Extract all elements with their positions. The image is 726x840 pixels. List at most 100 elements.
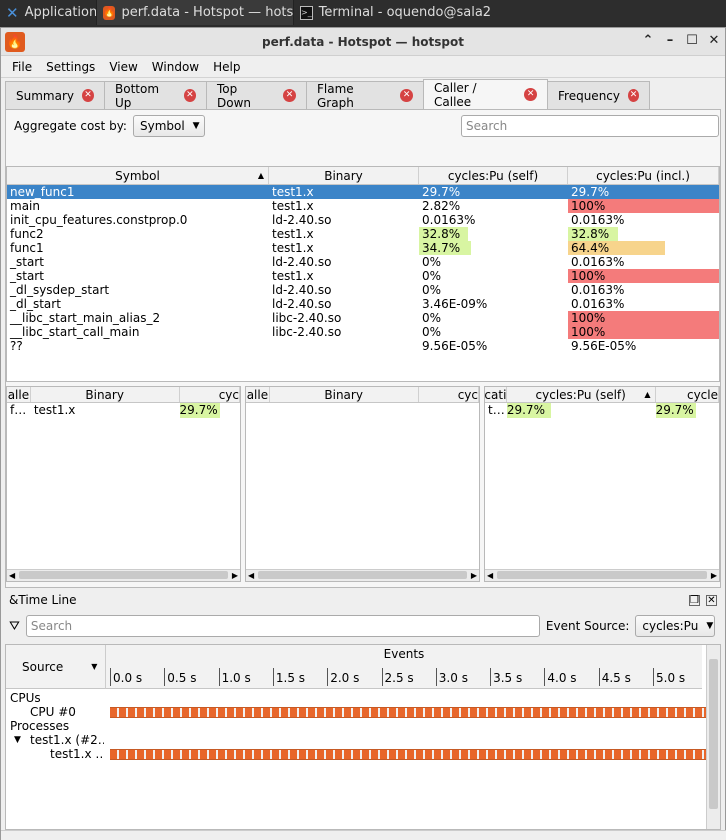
table-row[interactable]: _dl_sysdep_start ld-2.40.so 0% 0.0163% [7, 283, 719, 297]
menu-window[interactable]: Window [151, 59, 200, 74]
menu-settings[interactable]: Settings [46, 59, 96, 74]
hotspot-app-icon[interactable]: 🔥 [5, 32, 25, 52]
tab-close-icon[interactable]: ✕ [628, 89, 639, 102]
cell-incl: 100% [568, 311, 719, 325]
column-header-symbol[interactable]: Symbol ▲ [7, 167, 269, 184]
tab-bottom-up[interactable]: Bottom Up ✕ [104, 81, 207, 110]
cell-self: 0% [422, 311, 442, 325]
callees-pane: alle Binary cyc ◀ ▶ [245, 386, 480, 582]
tab-caller-callee[interactable]: Caller / Callee ✕ [423, 79, 548, 109]
menu-view[interactable]: View [109, 59, 138, 74]
column-header-self[interactable]: cycles:Pu (self) ▲ [507, 387, 656, 402]
tab-close-icon[interactable]: ✕ [400, 89, 413, 102]
cost-bar [419, 241, 471, 255]
cell-incl: 100% [568, 269, 719, 283]
cell-incl: 64.4% [568, 241, 719, 255]
tab-close-icon[interactable]: ✕ [524, 88, 537, 101]
chevron-down-icon: ▼ [91, 662, 98, 671]
timeline-row-thread[interactable]: test1.x … [6, 747, 706, 761]
thread-event-lane[interactable] [110, 749, 706, 760]
close-dock-icon[interactable]: ✕ [706, 594, 717, 606]
cell-self: 0% [422, 325, 442, 339]
taskbar-task-terminal[interactable]: >_ Terminal - oquendo@sala2… [294, 0, 492, 25]
cell-self: 2.82% [422, 199, 461, 213]
horizontal-scrollbar[interactable]: ◀ ▶ [246, 569, 479, 581]
horizontal-scrollbar[interactable]: ◀ ▶ [485, 569, 719, 581]
time-tick-label: 4.0 s [544, 668, 577, 686]
column-header-callee[interactable]: alle [246, 387, 270, 402]
table-row[interactable]: func1 test1.x 34.7% 64.4% [7, 241, 719, 255]
table-row[interactable]: _dl_start ld-2.40.so 3.46E-09% 0.0163% [7, 297, 719, 311]
cell-binary: ld-2.40.so [272, 297, 332, 311]
tab-top-down[interactable]: Top Down ✕ [206, 81, 307, 110]
menubar: File Settings View Window Help [1, 56, 725, 78]
tab-bar: Summary ✕ Bottom Up ✕ Top Down ✕ Flame G… [5, 79, 721, 110]
collapse-icon[interactable]: ⌃ [642, 33, 654, 48]
menu-file[interactable]: File [12, 59, 33, 74]
taskbar-task-hotspot[interactable]: 🔥 perf.data - Hotspot — hots… [96, 0, 294, 25]
column-header-location[interactable]: cati [485, 387, 507, 402]
tab-close-icon[interactable]: ✕ [82, 89, 94, 102]
filter-icon[interactable]: ⛛ [9, 618, 20, 634]
column-header-incl[interactable]: cycles:Pu (incl.) [568, 167, 719, 184]
timeline-row-process[interactable]: ▼ test1.x (#2… [14, 733, 104, 747]
table-row[interactable]: t… 29.7% 29.7% [488, 403, 696, 418]
column-header-binary[interactable]: Binary [269, 167, 419, 184]
column-header-binary[interactable]: Binary [31, 387, 180, 402]
timeline-row-cpu0[interactable]: CPU #0 [6, 705, 706, 719]
event-source-select[interactable]: cycles:Pu ▼ [635, 615, 716, 637]
minimize-icon[interactable]: – [666, 33, 674, 48]
tab-close-icon[interactable]: ✕ [183, 89, 196, 102]
cell-symbol: ?? [10, 339, 23, 353]
tab-flame-graph[interactable]: Flame Graph ✕ [306, 81, 424, 110]
column-header-incl[interactable]: cycle [656, 387, 719, 402]
vertical-scrollbar[interactable] [706, 645, 720, 829]
column-header-binary[interactable]: Binary [270, 387, 419, 402]
tab-frequency[interactable]: Frequency ✕ [547, 81, 650, 109]
timeline-search-input[interactable]: Search [25, 615, 540, 637]
scroll-right-icon: ▶ [470, 571, 477, 580]
table-row[interactable]: new_func1 test1.x 29.7% 29.7% [7, 185, 719, 199]
table-row[interactable]: _start ld-2.40.so 0% 0.0163% [7, 255, 719, 269]
table-row[interactable]: ?? 9.56E-05% 9.56E-05% [7, 339, 719, 353]
symbols-table: Symbol ▲ Binary cycles:Pu (self) cycles:… [6, 166, 720, 382]
horizontal-scrollbar[interactable]: ◀ ▶ [7, 569, 240, 581]
events-column-header[interactable]: Events 0.0 s 0.5 s 1.0 s 1.5 s 2.0 s 2.5 s 3.0… [106, 645, 702, 689]
timeline-row-processes[interactable]: Processes [10, 719, 70, 733]
table-row[interactable]: main test1.x 2.82% 100% [7, 199, 719, 213]
cell-incl: 0.0163% [571, 213, 625, 227]
column-header-caller[interactable]: alle [7, 387, 31, 402]
table-row[interactable]: init_cpu_features.constprop.0 ld-2.40.so 0… [7, 213, 719, 227]
tab-summary[interactable]: Summary ✕ [5, 81, 105, 109]
table-row[interactable]: _start test1.x 0% 100% [7, 269, 719, 283]
float-dock-icon[interactable]: ❐ [689, 594, 700, 606]
column-header-self[interactable]: cycles:Pu (self) [419, 167, 568, 184]
cell-symbol: main [10, 199, 40, 213]
cpu0-event-lane[interactable] [110, 707, 706, 718]
maximize-icon[interactable]: ☐ [686, 33, 698, 48]
close-icon[interactable]: ✕ [708, 33, 720, 48]
caller-callee-panel: Aggregate cost by: Symbol ▼ Search Symbo… [5, 110, 721, 588]
cell-self: 0% [422, 283, 442, 297]
aggregate-select[interactable]: Symbol ▼ [132, 115, 205, 137]
tab-close-icon[interactable]: ✕ [283, 89, 296, 102]
window-titlebar[interactable]: 🔥 perf.data - Hotspot — hotspot ⌃ – ☐ ✕ [1, 28, 725, 56]
table-row[interactable]: __libc_start_main_alias_2 libc-2.40.so 0% 1… [7, 311, 719, 325]
cell-self: 3.46E-09% [422, 297, 488, 311]
timeline-title: &Time Line [9, 593, 77, 607]
cell-self: 0.0163% [422, 213, 476, 227]
cost-bar [568, 241, 666, 255]
menu-help[interactable]: Help [213, 59, 241, 74]
expand-arrow-icon[interactable]: ▼ [14, 735, 21, 745]
column-header-cycles[interactable]: cyc [180, 387, 240, 402]
table-row[interactable]: f… test1.x 29.7% [10, 403, 220, 418]
event-source-value: cycles:Pu [642, 619, 699, 633]
timeline-row-cpus[interactable]: CPUs [10, 691, 41, 705]
cell-binary: ld-2.40.so [272, 213, 332, 227]
table-row[interactable]: __libc_start_call_main libc-2.40.so 0% 100% [7, 325, 719, 339]
table-row[interactable]: func2 test1.x 32.8% 32.8% [7, 227, 719, 241]
symbol-search-input[interactable]: Search [461, 115, 719, 137]
applications-menu[interactable]: ✕ Applications ☰ [0, 0, 96, 25]
source-column-header[interactable]: Source ▼ [6, 645, 106, 689]
column-header-cycles[interactable]: cyc [419, 387, 479, 402]
